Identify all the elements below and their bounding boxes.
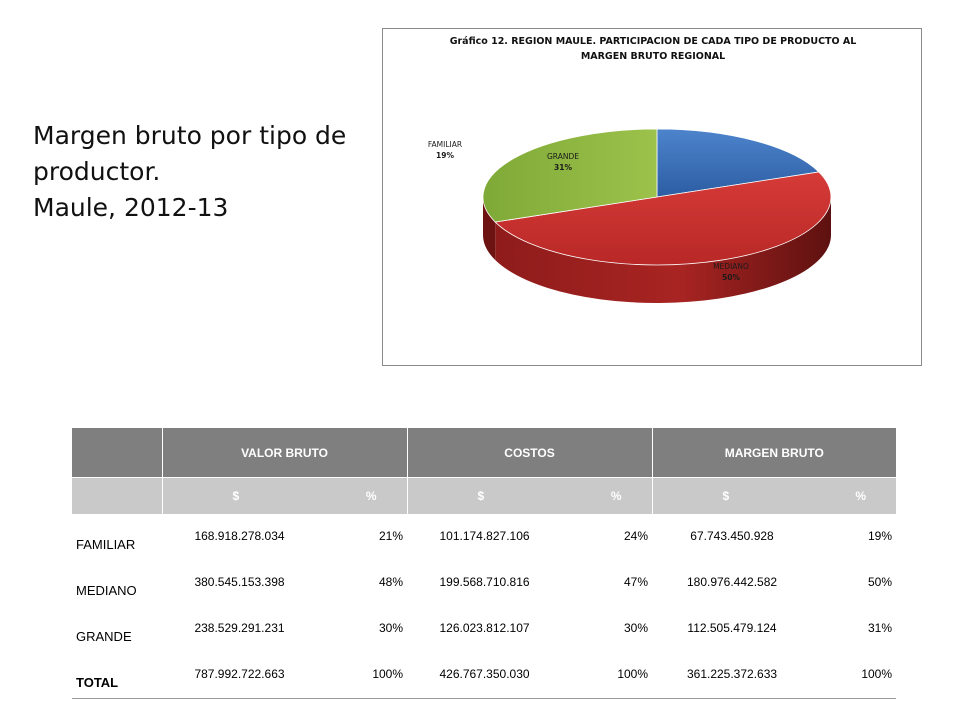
- table-row: FAMILIAR 168.918.278.034 21% 101.174.827…: [72, 514, 896, 560]
- pie-side-grande: [483, 197, 496, 261]
- cell-percent: 100%: [317, 652, 408, 699]
- row-label: MEDIANO: [76, 583, 137, 598]
- table-row-total: TOTAL 787.992.722.663 100% 426.767.350.0…: [72, 652, 897, 699]
- cell-value: 101.174.827.106: [439, 529, 530, 543]
- cell-percent: 100%: [562, 652, 653, 699]
- cell-value: 426.767.350.030: [407, 652, 563, 699]
- row-label: FAMILIAR: [76, 537, 136, 552]
- cell-value: 112.505.479.124: [687, 621, 777, 635]
- pie-label-familiar: FAMILIAR: [428, 140, 462, 149]
- slide-title: Margen bruto por tipo de productor. Maul…: [33, 118, 378, 226]
- table-corner-cell: [72, 477, 162, 514]
- header-valor-bruto: VALOR BRUTO: [161, 428, 408, 478]
- cell-percent: 21%: [378, 529, 404, 543]
- cell-value: 67.743.450.928: [690, 529, 774, 543]
- subheader-group: $%: [406, 477, 653, 514]
- cell-value: 126.023.812.107: [439, 621, 530, 635]
- cell-value: 361.225.372.633: [652, 652, 813, 699]
- cell-percent: 31%: [867, 621, 893, 635]
- cell-value: 380.545.153.398: [194, 575, 285, 589]
- table-row: MEDIANO 380.545.153.398 48% 199.568.710.…: [72, 560, 896, 606]
- header-costos: COSTOS: [406, 428, 653, 478]
- cell-value: 199.568.710.816: [439, 575, 530, 589]
- subheader-percent: %: [365, 489, 377, 503]
- chart-title-line: Gráfico 12. REGION MAULE. PARTICIPACION …: [450, 36, 857, 47]
- subheader-percent: %: [855, 489, 867, 503]
- cell-percent: 48%: [378, 575, 404, 589]
- cell-percent: 100%: [812, 652, 897, 699]
- header-margen-bruto: MARGEN BRUTO: [651, 428, 897, 478]
- slide-title-line: Maule, 2012-13: [33, 193, 229, 222]
- cell-percent: 24%: [623, 529, 649, 543]
- margin-table: VALOR BRUTO COSTOS MARGEN BRUTO $% $% $%…: [72, 428, 897, 699]
- subheader-group: $%: [161, 477, 408, 514]
- subheader-currency: $: [477, 489, 485, 503]
- subheader-currency: $: [232, 489, 240, 503]
- pie-side-mediano: [495, 197, 831, 303]
- cell-percent: 30%: [623, 621, 649, 635]
- pie-label-mediano: MEDIANO: [713, 262, 749, 271]
- cell-value: 787.992.722.663: [162, 652, 317, 699]
- pie-value-grande: 31%: [554, 163, 572, 172]
- pie-value-mediano: 50%: [722, 273, 740, 282]
- slide-title-line: productor.: [33, 157, 161, 186]
- subheader-currency: $: [722, 489, 730, 503]
- row-label: GRANDE: [76, 629, 132, 644]
- pie-chart-frame: Gráfico 12. REGION MAULE. PARTICIPACION …: [382, 28, 922, 366]
- table-corner-cell: [72, 428, 162, 478]
- subheader-percent: %: [610, 489, 622, 503]
- cell-value: 238.529.291.231: [194, 621, 285, 635]
- table-row: GRANDE 238.529.291.231 30% 126.023.812.1…: [72, 606, 896, 652]
- cell-value: 180.976.442.582: [686, 575, 778, 589]
- slide-title-line: Margen bruto por tipo de: [33, 121, 347, 150]
- subheader-group: $%: [651, 477, 897, 514]
- pie-label-grande: GRANDE: [547, 152, 579, 161]
- pie-slice-grande: [482, 128, 658, 223]
- cell-percent: 30%: [378, 621, 404, 635]
- pie-slice-familiar: [656, 128, 820, 198]
- cell-value: 168.918.278.034: [194, 529, 285, 543]
- cell-percent: 47%: [623, 575, 649, 589]
- pie-value-familiar: 19%: [436, 151, 454, 160]
- cell-percent: 50%: [867, 575, 893, 589]
- pie-chart: Gráfico 12. REGION MAULE. PARTICIPACION …: [428, 36, 857, 303]
- chart-title-line: MARGEN BRUTO REGIONAL: [581, 51, 725, 62]
- cell-percent: 19%: [867, 529, 893, 543]
- row-label: TOTAL: [72, 652, 162, 699]
- pie-slice-mediano: [494, 171, 832, 266]
